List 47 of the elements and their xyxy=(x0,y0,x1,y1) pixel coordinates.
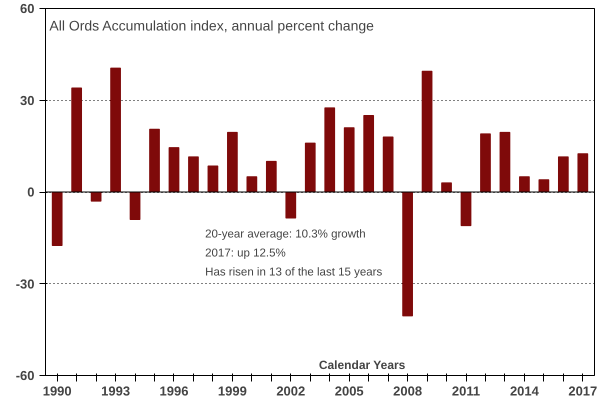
x-axis-title: Calendar Years xyxy=(318,358,406,372)
annotation: 20-year average: 10.3% growth xyxy=(205,228,366,241)
bar xyxy=(577,153,588,192)
bar xyxy=(110,68,121,192)
bar xyxy=(500,132,510,192)
x-tick-label: 1993 xyxy=(101,384,130,398)
y-tick-label: 30 xyxy=(20,92,35,108)
y-tick-label: 60 xyxy=(20,1,35,16)
bar xyxy=(519,176,530,192)
bar xyxy=(304,142,316,192)
bar xyxy=(71,88,82,192)
x-tick-label: 2005 xyxy=(334,384,364,398)
bar xyxy=(538,179,550,192)
text: All Ords Accumulation index, annual percent change xyxy=(49,18,374,34)
bar xyxy=(168,147,180,192)
bar xyxy=(480,133,491,192)
bar xyxy=(227,132,238,192)
x-tick-label: 1999 xyxy=(218,384,247,398)
annotation: Has risen in 13 of the last 15 years xyxy=(205,266,382,279)
bar xyxy=(149,128,160,192)
bar xyxy=(208,166,218,192)
bar xyxy=(266,160,277,192)
x-tick-label: 1990 xyxy=(42,384,72,398)
x-tick-label: 2017 xyxy=(568,384,598,398)
bar xyxy=(558,156,569,192)
y-tick-label: -30 xyxy=(16,276,35,292)
y-tick-label: 0 xyxy=(27,184,35,200)
bar xyxy=(130,192,140,220)
bar xyxy=(246,176,258,192)
x-tick-label: 2011 xyxy=(452,384,480,398)
bar xyxy=(363,115,374,192)
x-tick-label: 2008 xyxy=(393,384,422,398)
x-tick-label: 2014 xyxy=(510,384,540,398)
bar xyxy=(460,192,472,226)
bar xyxy=(422,70,432,192)
bar xyxy=(324,107,336,192)
bar xyxy=(441,182,452,192)
annotation: 2017: up 12.5% xyxy=(205,248,286,260)
bar xyxy=(188,156,199,192)
y-tick-label: -60 xyxy=(16,368,35,383)
bar xyxy=(402,192,413,316)
x-tick-label: 1996 xyxy=(160,384,188,398)
bar xyxy=(344,127,355,192)
bar xyxy=(285,192,296,218)
x-tick-label: 2002 xyxy=(276,384,306,398)
bar xyxy=(382,136,394,192)
bar xyxy=(52,192,63,246)
